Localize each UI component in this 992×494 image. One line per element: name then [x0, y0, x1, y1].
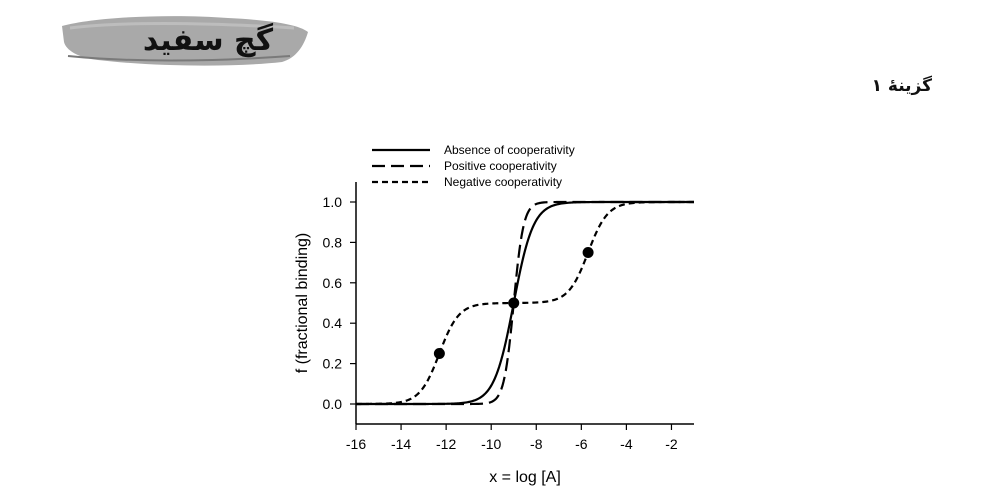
x-tick-label: -12: [436, 436, 456, 452]
legend-label: Negative cooperativity: [444, 175, 562, 189]
data-point-marker: [433, 348, 445, 359]
y-tick-label: 0.2: [323, 356, 343, 372]
x-tick-label: -10: [481, 436, 501, 452]
x-tick-label: -2: [665, 436, 678, 452]
data-point-marker: [582, 247, 594, 258]
y-tick-label: 0.8: [323, 234, 343, 250]
x-tick-label: -16: [346, 436, 366, 452]
x-axis-title: x = log [A]: [489, 469, 561, 486]
x-tick-label: -6: [575, 436, 588, 452]
brand-logo: گچ سفید: [58, 6, 310, 74]
x-tick-label: -4: [620, 436, 633, 452]
positive-cooperativity-curve: [356, 200, 694, 406]
x-tick-label: -8: [530, 436, 543, 452]
data-point-marker: [508, 297, 520, 309]
y-tick-label: 0.0: [323, 396, 343, 412]
x-tick-label: -14: [391, 436, 411, 452]
y-tick-label: 0.4: [323, 315, 343, 331]
negative-cooperativity-curve: [356, 200, 694, 406]
y-tick-label: 1.0: [323, 194, 343, 210]
option-label: گزینهٔ ۱: [871, 76, 932, 96]
y-axis-title: f (fractional binding): [294, 233, 311, 374]
legend-label: Absence of cooperativity: [444, 143, 575, 157]
legend-label: Positive cooperativity: [444, 159, 557, 173]
logo-brush-stroke: گچ سفید: [62, 16, 308, 66]
y-tick-label: 0.6: [323, 275, 343, 291]
logo-text: گچ سفید: [143, 22, 274, 58]
